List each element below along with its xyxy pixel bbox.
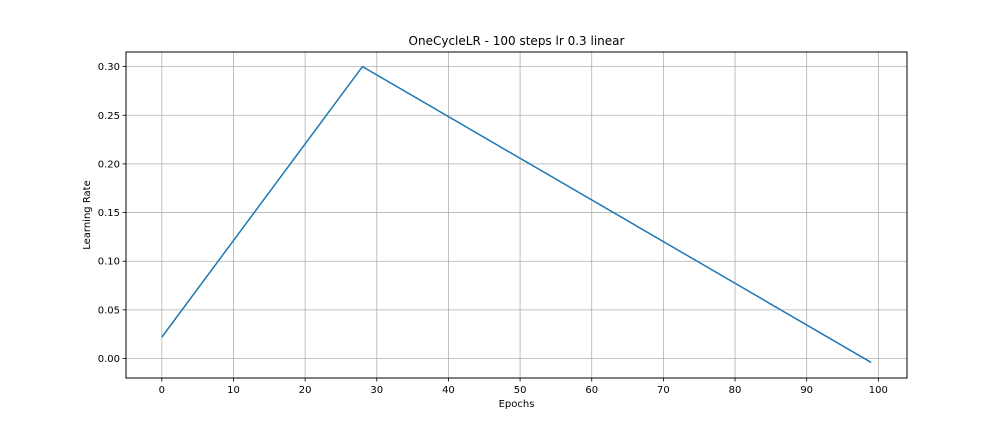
x-tick-label: 80	[729, 385, 742, 396]
y-tick-label: 0.30	[98, 62, 120, 73]
y-axis-label: Learning Rate	[82, 180, 93, 250]
x-tick-label: 20	[299, 385, 312, 396]
series-layer	[161, 65, 872, 364]
x-axis-label: Epochs	[499, 399, 535, 410]
y-tick-label: 0.05	[98, 305, 120, 316]
x-tick-label: 50	[514, 385, 527, 396]
y-tick-label: 0.15	[98, 208, 120, 219]
x-tick-label: 30	[370, 385, 383, 396]
y-tick-label: 0.00	[98, 354, 120, 365]
chart-title: OneCycleLR - 100 steps lr 0.3 linear	[409, 34, 625, 48]
x-tick-label: 10	[227, 385, 240, 396]
x-tick-label: 40	[442, 385, 455, 396]
x-tick-label: 90	[800, 385, 813, 396]
y-tick-label: 0.25	[98, 111, 120, 122]
x-tick-label: 60	[585, 385, 598, 396]
y-tick-label: 0.10	[98, 257, 120, 268]
x-tick-label: 100	[869, 385, 888, 396]
ticks: 0 10 20 30 40 50 60 70 80 90 100 0.00 0.05 0.10 0.15 0.…	[98, 62, 888, 396]
y-tick-label: 0.20	[98, 159, 120, 170]
grid	[126, 52, 907, 378]
x-tick-label: 0	[159, 385, 165, 396]
x-tick-label: 70	[657, 385, 670, 396]
series-line	[161, 65, 872, 364]
plot-frame	[125, 51, 908, 379]
